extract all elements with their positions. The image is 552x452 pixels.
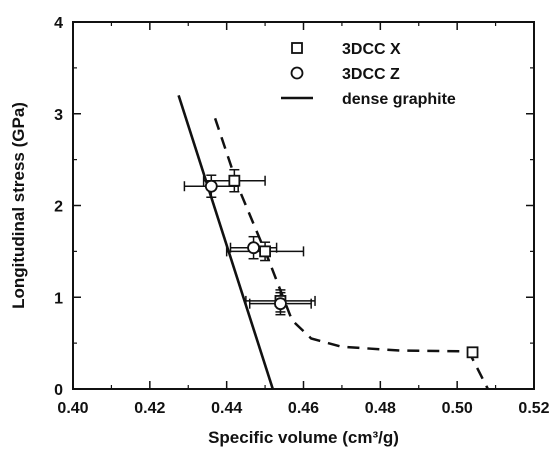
markers — [204, 174, 479, 359]
x-axis-label: Specific volume (cm³/g) — [208, 428, 399, 447]
legend-label: 3DCC X — [342, 41, 401, 58]
legend-label: dense graphite — [342, 91, 456, 108]
square-marker — [466, 346, 479, 359]
x-tick-label: 0.52 — [518, 400, 549, 417]
x-tick-label: 0.46 — [288, 400, 319, 417]
dashed-line — [213, 117, 490, 390]
y-tick-label: 4 — [54, 15, 63, 32]
x-tick-label: 0.44 — [211, 400, 242, 417]
y-tick-label: 0 — [54, 382, 63, 399]
y-axis-label: Longitudinal stress (GPa) — [9, 102, 28, 309]
legend-square-marker — [291, 42, 303, 54]
x-tick-label: 0.48 — [365, 400, 396, 417]
x-tick-label: 0.42 — [134, 400, 165, 417]
series-lines — [177, 95, 490, 390]
error-bars — [183, 168, 316, 316]
legend: 3DCC X 3DCC Z dense graphite — [281, 41, 456, 108]
x-tick-label: 0.50 — [442, 400, 473, 417]
y-tick-label: 1 — [54, 290, 63, 307]
legend-label: 3DCC Z — [342, 66, 400, 83]
circle-marker — [204, 179, 218, 193]
plot-frame — [72, 21, 535, 390]
square-marker — [228, 174, 241, 187]
circle-marker — [247, 241, 260, 255]
dense-graphite-line — [177, 95, 275, 390]
y-tick-label: 3 — [54, 107, 63, 124]
tick-labels: 0.40 0.42 0.44 0.46 0.48 0.50 0.52 0 1 2 3 4 — [54, 15, 550, 417]
ticks — [72, 21, 535, 390]
y-tick-label: 2 — [54, 199, 63, 216]
legend-circle-marker — [290, 66, 304, 80]
square-marker — [259, 245, 271, 258]
circle-marker — [274, 297, 287, 311]
x-tick-label: 0.40 — [57, 400, 88, 417]
